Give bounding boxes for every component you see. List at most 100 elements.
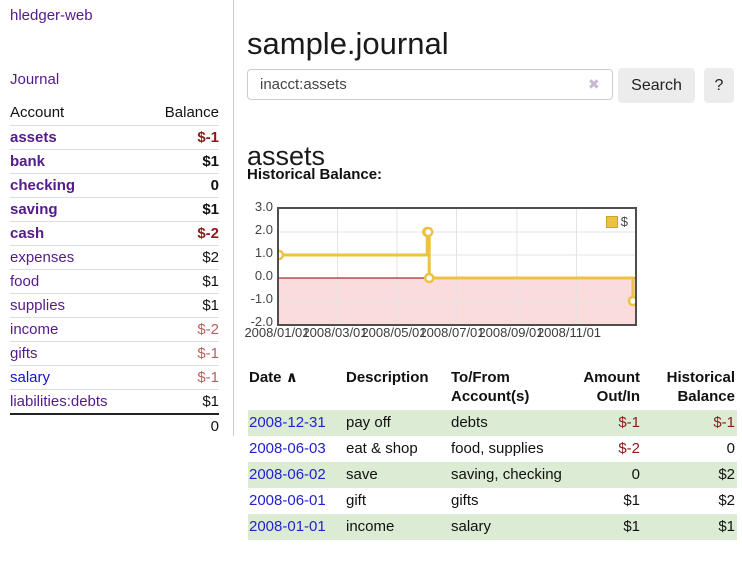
account-link-income[interactable]: income <box>10 321 59 338</box>
transaction-account: debts <box>450 410 562 436</box>
transaction-balance: $-1 <box>642 410 737 436</box>
transaction-description: income <box>345 514 450 540</box>
page-title: sample.journal <box>247 25 449 61</box>
y-tick-label: 1.0 <box>254 245 273 260</box>
register-row[interactable]: 2008-01-01 income salary $1 $1 <box>248 514 737 540</box>
chart-plot-area: $ <box>277 207 637 326</box>
x-tick-label: 2008/09/01 <box>478 325 544 340</box>
transaction-balance: $2 <box>642 462 737 488</box>
register-row[interactable]: 2008-06-01 gift gifts $1 $2 <box>248 488 737 514</box>
register-row[interactable]: 2008-06-03 eat & shop food, supplies $-2… <box>248 436 737 462</box>
search-button[interactable]: Search <box>618 68 695 103</box>
account-row: saving $1 <box>10 197 219 222</box>
y-tick-label: -1.0 <box>250 291 273 306</box>
transaction-date-link[interactable]: 2008-06-02 <box>249 466 326 483</box>
account-link-food[interactable]: food <box>10 273 40 290</box>
account-balance: $1 <box>144 197 219 222</box>
transaction-date-link[interactable]: 2008-01-01 <box>249 518 326 535</box>
account-link-saving[interactable]: saving <box>10 201 58 218</box>
register-row[interactable]: 2008-12-31 pay off debts $-1 $-1 <box>248 410 737 436</box>
account-heading: assets <box>247 141 326 172</box>
account-row: salary $-1 <box>10 365 219 390</box>
transaction-balance: $1 <box>642 514 737 540</box>
account-link-assets[interactable]: assets <box>10 129 57 146</box>
transaction-date-link[interactable]: 2008-12-31 <box>249 414 326 431</box>
transaction-balance: 0 <box>726 440 735 457</box>
account-balance: $1 <box>144 293 219 318</box>
search-input[interactable] <box>247 69 613 100</box>
register-row[interactable]: 2008-06-02 save saving, checking 0 $2 <box>248 462 737 488</box>
sidebar-item-journal[interactable]: Journal <box>10 71 60 88</box>
register-header-balance: Historical Balance <box>666 369 735 405</box>
transaction-amount: $-2 <box>618 440 640 457</box>
register-header-amount: Amount Out/In <box>583 369 640 405</box>
x-tick-label: 2008/01/01 <box>244 325 310 340</box>
account-link-gifts[interactable]: gifts <box>10 345 38 362</box>
account-link-supplies[interactable]: supplies <box>10 297 66 314</box>
x-tick-label: 2008/05/01 <box>361 325 427 340</box>
legend-swatch-icon <box>605 215 618 228</box>
y-tick-label: 2.0 <box>254 222 273 237</box>
account-link-liabilities-debts[interactable]: liabilities:debts <box>10 393 108 410</box>
account-balance: $-1 <box>144 341 219 366</box>
account-balance: $2 <box>144 245 219 270</box>
register-header-row: Date ∧ Description To/From Account(s) Am… <box>248 364 737 410</box>
account-row: gifts $-1 <box>10 341 219 366</box>
transaction-date-link[interactable]: 2008-06-01 <box>249 492 326 509</box>
transaction-amount: $-1 <box>562 410 642 436</box>
account-row: checking 0 <box>10 173 219 198</box>
account-link-checking[interactable]: checking <box>10 177 76 194</box>
account-row: supplies $1 <box>10 293 219 318</box>
transaction-account: saving, checking <box>450 462 562 488</box>
account-balance: $1 <box>144 149 219 174</box>
transaction-account: food, supplies <box>451 440 544 457</box>
accounts-table: Account Balance assets $-1 bank $1 check… <box>10 100 219 438</box>
account-link-salary[interactable]: salary <box>10 369 51 386</box>
account-balance: $-2 <box>144 317 219 342</box>
account-link-expenses[interactable]: expenses <box>10 249 75 266</box>
app-title-link[interactable]: hledger-web <box>10 7 93 24</box>
x-tick-label: 2008/11/01 <box>536 325 602 340</box>
account-balance: $-1 <box>144 125 219 150</box>
register-header-description: Description <box>346 369 429 386</box>
account-balance: $1 <box>144 389 219 414</box>
x-tick-label: 2008/07/01 <box>419 325 485 340</box>
account-balance: 0 <box>144 173 219 198</box>
clear-search-icon[interactable]: ✖ <box>588 76 600 92</box>
transaction-balance: $2 <box>718 492 735 509</box>
register-table: Date ∧ Description To/From Account(s) Am… <box>248 364 737 540</box>
account-balance: $-1 <box>144 365 219 390</box>
account-balance: $-2 <box>144 221 219 246</box>
account-row: food $1 <box>10 269 219 294</box>
account-row: income $-2 <box>10 317 219 342</box>
transaction-description: pay off <box>345 410 450 436</box>
sort-ascending-icon: ∧ <box>285 369 298 386</box>
x-tick-label: 2008/03/01 <box>302 325 368 340</box>
accounts-header-account: Account <box>10 104 65 121</box>
chart-canvas <box>279 209 635 324</box>
transaction-description: gift <box>346 492 367 509</box>
transaction-amount: $1 <box>562 514 642 540</box>
historical-balance-chart: 3.0 2.0 1.0 0.0 -1.0 -2.0 $ 2008/01/01 2… <box>243 199 643 345</box>
account-row: cash $-2 <box>10 221 219 246</box>
help-button[interactable]: ? <box>704 68 734 103</box>
register-header-date[interactable]: Date ∧ <box>249 369 298 386</box>
accounts-header-balance: Balance <box>164 104 219 121</box>
account-row: bank $1 <box>10 149 219 174</box>
transaction-amount: $1 <box>623 492 640 509</box>
chart-legend: $ <box>603 213 630 230</box>
account-link-cash[interactable]: cash <box>10 225 45 242</box>
account-link-bank[interactable]: bank <box>10 153 46 170</box>
transaction-amount: 0 <box>562 462 642 488</box>
transaction-account: salary <box>450 514 562 540</box>
account-row: expenses $2 <box>10 245 219 270</box>
y-tick-label: -2.0 <box>250 314 273 329</box>
register-header-account: To/From Account(s) <box>451 369 530 405</box>
account-row: assets $-1 <box>10 125 219 150</box>
accounts-header-row: Account Balance <box>10 100 219 126</box>
accounts-total-row: 0 <box>10 413 219 438</box>
transaction-date-link[interactable]: 2008-06-03 <box>249 440 326 457</box>
account-balance: $1 <box>144 269 219 294</box>
legend-label: $ <box>620 214 628 229</box>
accounts-total-value: 0 <box>144 413 219 438</box>
